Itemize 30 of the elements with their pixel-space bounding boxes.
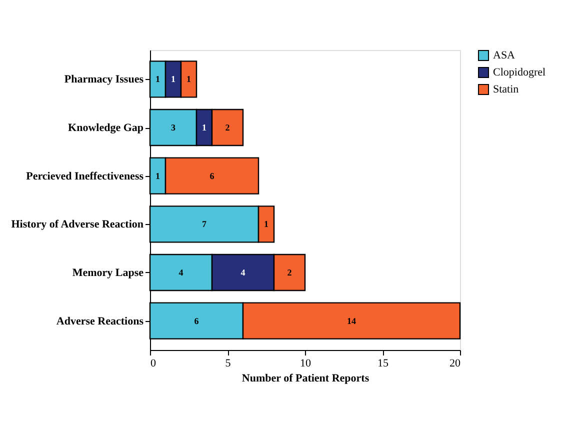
- data-label: 1: [156, 74, 160, 84]
- y-tick-label: History of Adverse Reaction: [11, 218, 144, 231]
- x-tick-label: 15: [378, 358, 389, 370]
- x-tick-label: 20: [450, 358, 461, 370]
- y-tick-label: Pharmacy Issues: [64, 74, 144, 86]
- data-label: 2: [225, 122, 230, 132]
- data-label: 1: [264, 219, 269, 230]
- data-label: 14: [347, 316, 356, 326]
- data-label: 1: [202, 122, 207, 132]
- legend-label: ASA: [493, 50, 516, 62]
- x-axis-title: Number of Patient Reports: [242, 372, 370, 384]
- data-label: 1: [171, 74, 176, 84]
- data-label: 7: [202, 219, 207, 230]
- x-tick-label: 0: [150, 358, 156, 370]
- legend-label: Statin: [493, 84, 520, 96]
- x-tick-label: 10: [300, 358, 312, 370]
- data-label: 2: [287, 268, 292, 278]
- y-tick-label: Adverse Reactions: [56, 315, 144, 328]
- data-label: 1: [186, 74, 192, 84]
- y-tick-label: Memory Lapse: [72, 267, 144, 279]
- legend-label: Clopidogrel: [493, 66, 546, 78]
- data-label: 1: [156, 170, 160, 181]
- data-label: 4: [240, 268, 246, 278]
- x-tick-label: 5: [225, 358, 232, 370]
- y-tick-label: Percieved Ineffectiveness: [26, 170, 144, 182]
- data-label: 4: [178, 268, 184, 278]
- data-label: 3: [171, 122, 176, 132]
- y-tick-label: Knowledge Gap: [68, 122, 144, 134]
- data-label: 6: [194, 316, 200, 326]
- data-label: 6: [210, 170, 215, 181]
